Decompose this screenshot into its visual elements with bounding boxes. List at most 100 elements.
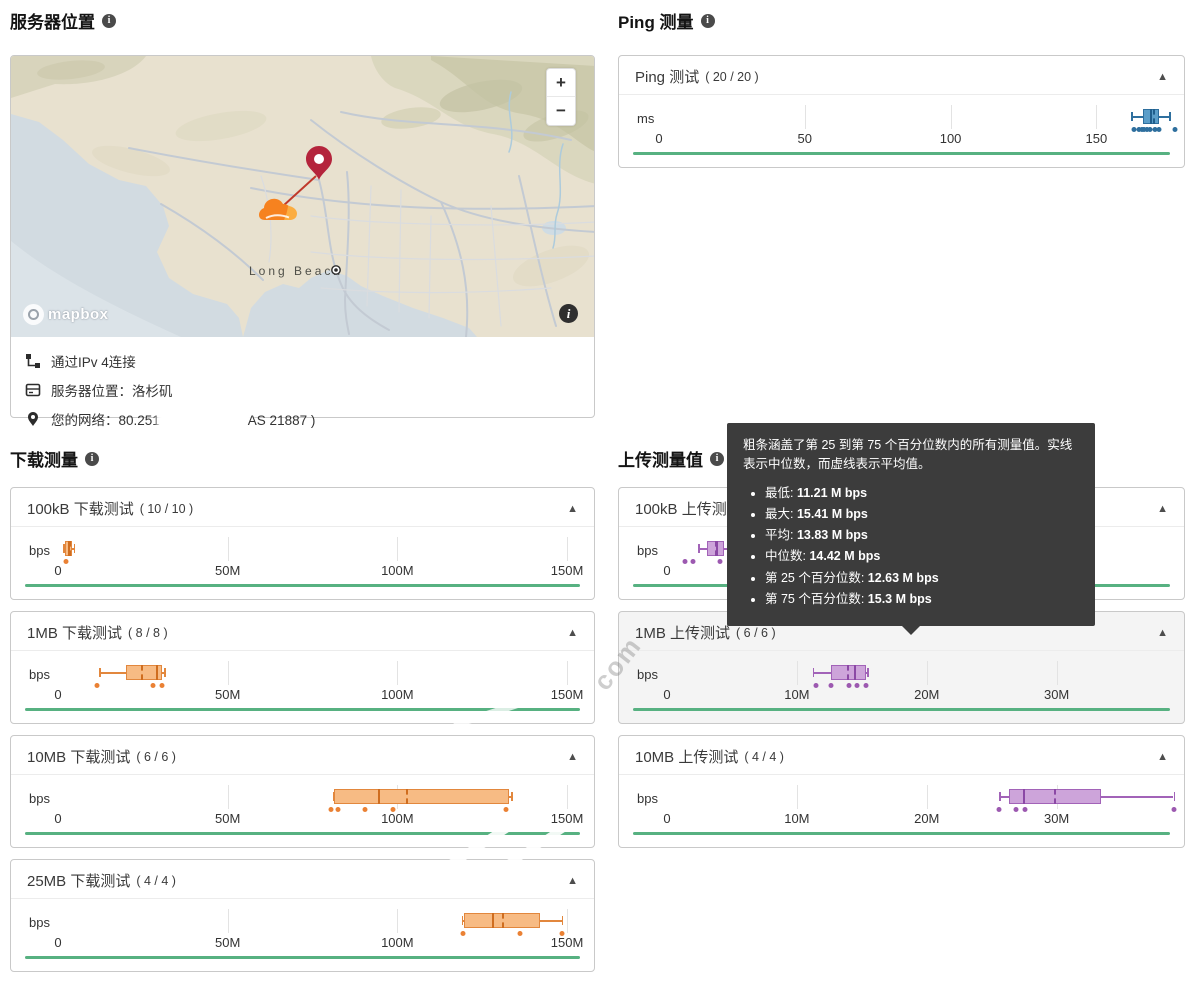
- map-canvas: Long Beach: [11, 56, 594, 337]
- info-icon[interactable]: [710, 452, 724, 466]
- axis-tick-label: 150M: [551, 563, 584, 578]
- whisker-cap: [562, 916, 564, 925]
- ipv4-connection-icon: [25, 353, 41, 369]
- panel-download-100kb: 100kB 下载测试 ( 10 / 10 ) bps 050M100M150M: [10, 487, 595, 600]
- panel-header[interactable]: Ping 测试 ( 20 / 20 ): [619, 56, 1184, 95]
- stat-mean: 平均: 13.83 M bps: [765, 526, 1079, 545]
- section-title-upload: 上传测量值: [618, 446, 724, 471]
- map-zoom-in-button[interactable]: +: [547, 69, 575, 97]
- info-icon[interactable]: [701, 14, 715, 28]
- sample-dot: [336, 807, 341, 812]
- collapse-arrow-icon[interactable]: [1157, 627, 1168, 639]
- whisker-cap: [1169, 112, 1171, 121]
- median-line: [378, 789, 380, 804]
- panel-progress-count: ( 6 / 6 ): [736, 626, 776, 640]
- axis-tick-label: 20M: [914, 811, 939, 826]
- section-title-download: 下载测量: [10, 446, 99, 471]
- axis-gridline: [397, 661, 398, 685]
- stat-median: 中位数: 14.42 M bps: [765, 547, 1079, 566]
- boxplot-chart: bps 010M20M30M: [619, 785, 1184, 835]
- sample-dot: [814, 683, 819, 688]
- panel-title: 100kB 下载测试: [27, 498, 134, 519]
- mean-line: [847, 665, 849, 680]
- map-city-label: Long Beach: [249, 264, 343, 278]
- panel-header[interactable]: 10MB 下载测试 ( 6 / 6 ): [11, 736, 594, 775]
- mean-line: [141, 665, 143, 680]
- sample-dot: [846, 683, 851, 688]
- mapbox-logo-text: mapbox: [48, 306, 109, 323]
- panel-download-25mb: 25MB 下载测试 ( 4 / 4 ) bps 050M100M150M: [10, 859, 595, 972]
- progress-bar: [25, 584, 580, 587]
- info-icon[interactable]: [85, 452, 99, 466]
- axis-tick-label: 150M: [551, 811, 584, 826]
- axis-tick-label: 0: [663, 811, 670, 826]
- map-attribution-icon[interactable]: [559, 304, 578, 323]
- server-location-row: 服务器位置：洛杉矶: [25, 375, 580, 404]
- panel-title: 10MB 上传测试: [635, 746, 738, 767]
- collapse-arrow-icon[interactable]: [567, 627, 578, 639]
- progress-bar: [633, 708, 1170, 711]
- section-title-server: 服务器位置: [10, 8, 116, 33]
- map-city: Long Beach: [249, 264, 343, 278]
- sample-dot: [1023, 807, 1028, 812]
- boxplot-chart: bps 050M100M150M: [11, 661, 594, 711]
- axis-gridline: [397, 909, 398, 933]
- sample-dot: [997, 807, 1002, 812]
- ping-panels: Ping 测试 ( 20 / 20 ) ms 050100150: [618, 55, 1185, 179]
- boxplot-axis: 050M100M150M: [58, 661, 584, 711]
- axis-unit-label: bps: [29, 791, 50, 806]
- axis-gridline: [228, 537, 229, 561]
- map-zoom-out-button[interactable]: −: [547, 97, 575, 125]
- iqr-box[interactable]: [334, 789, 509, 804]
- panel-title: 10MB 下载测试: [27, 746, 130, 767]
- panel-header[interactable]: 10MB 上传测试 ( 4 / 4 ): [619, 736, 1184, 775]
- collapse-arrow-icon[interactable]: [1157, 71, 1168, 83]
- collapse-arrow-icon[interactable]: [567, 875, 578, 887]
- whisker-cap: [164, 668, 166, 677]
- whisker-cap: [813, 668, 815, 677]
- sample-dot: [683, 559, 688, 564]
- collapse-arrow-icon[interactable]: [567, 751, 578, 763]
- panel-download-1mb: 1MB 下载测试 ( 8 / 8 ) bps 050M100M150M: [10, 611, 595, 724]
- axis-gridline: [228, 909, 229, 933]
- mapbox-logo-icon: [23, 304, 44, 325]
- axis-unit-label: bps: [29, 667, 50, 682]
- panel-ping-test: Ping 测试 ( 20 / 20 ) ms 050100150: [618, 55, 1185, 168]
- collapse-arrow-icon[interactable]: [1157, 503, 1168, 515]
- map[interactable]: Long Beach +: [11, 56, 594, 337]
- axis-unit-label: bps: [29, 543, 50, 558]
- stat-max: 最大: 15.41 M bps: [765, 505, 1079, 524]
- progress-bar: [25, 708, 580, 711]
- panel-header[interactable]: 100kB 下载测试 ( 10 / 10 ): [11, 488, 594, 527]
- median-line: [1150, 109, 1152, 124]
- axis-tick-label: 0: [663, 687, 670, 702]
- collapse-arrow-icon[interactable]: [567, 503, 578, 515]
- progress-bar: [633, 832, 1170, 835]
- axis-unit-label: bps: [637, 791, 658, 806]
- axis-unit-label: bps: [29, 915, 50, 930]
- boxplot-axis: 050100150: [659, 105, 1178, 155]
- ping-title: Ping 测量: [618, 8, 694, 33]
- axis-tick-label: 150M: [551, 935, 584, 950]
- sample-dot: [828, 683, 833, 688]
- stat-p25: 第 25 个百分位数: 12.63 M bps: [765, 569, 1079, 588]
- stat-min: 最低: 11.21 M bps: [765, 484, 1079, 503]
- whisker-cap: [1131, 112, 1133, 121]
- boxplot-axis: 050M100M150M: [58, 909, 584, 959]
- panel-header[interactable]: 25MB 下载测试 ( 4 / 4 ): [11, 860, 594, 899]
- sample-dot: [517, 931, 522, 936]
- axis-unit-label: ms: [637, 111, 654, 126]
- progress-bar: [25, 956, 580, 959]
- collapse-arrow-icon[interactable]: [1157, 751, 1168, 763]
- boxplot-axis: 010M20M30M: [667, 785, 1180, 835]
- progress-bar: [25, 832, 580, 835]
- sample-dot: [328, 807, 333, 812]
- panel-header[interactable]: 1MB 下载测试 ( 8 / 8 ): [11, 612, 594, 651]
- stat-p75: 第 75 个百分位数: 15.3 M bps: [765, 590, 1079, 609]
- server-icon: [25, 382, 41, 398]
- connection-info: 通过IPv 4连接 服务器位置：洛杉矶 您的网络：80.251AS 21887 …: [11, 337, 594, 433]
- boxplot-axis: 010M20M30M: [667, 661, 1180, 711]
- axis-gridline: [567, 785, 568, 809]
- info-icon[interactable]: [102, 14, 116, 28]
- mapbox-logo[interactable]: mapbox: [23, 304, 109, 325]
